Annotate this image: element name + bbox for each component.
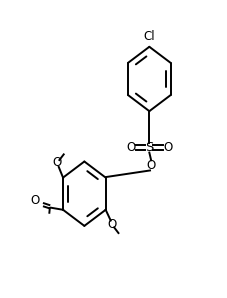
Text: O: O bbox=[30, 194, 39, 207]
Text: O: O bbox=[107, 218, 116, 231]
Text: S: S bbox=[145, 141, 153, 154]
Text: O: O bbox=[162, 141, 171, 154]
Text: O: O bbox=[52, 156, 62, 169]
Text: O: O bbox=[126, 141, 135, 154]
Text: Cl: Cl bbox=[143, 30, 154, 43]
Text: O: O bbox=[146, 159, 155, 172]
